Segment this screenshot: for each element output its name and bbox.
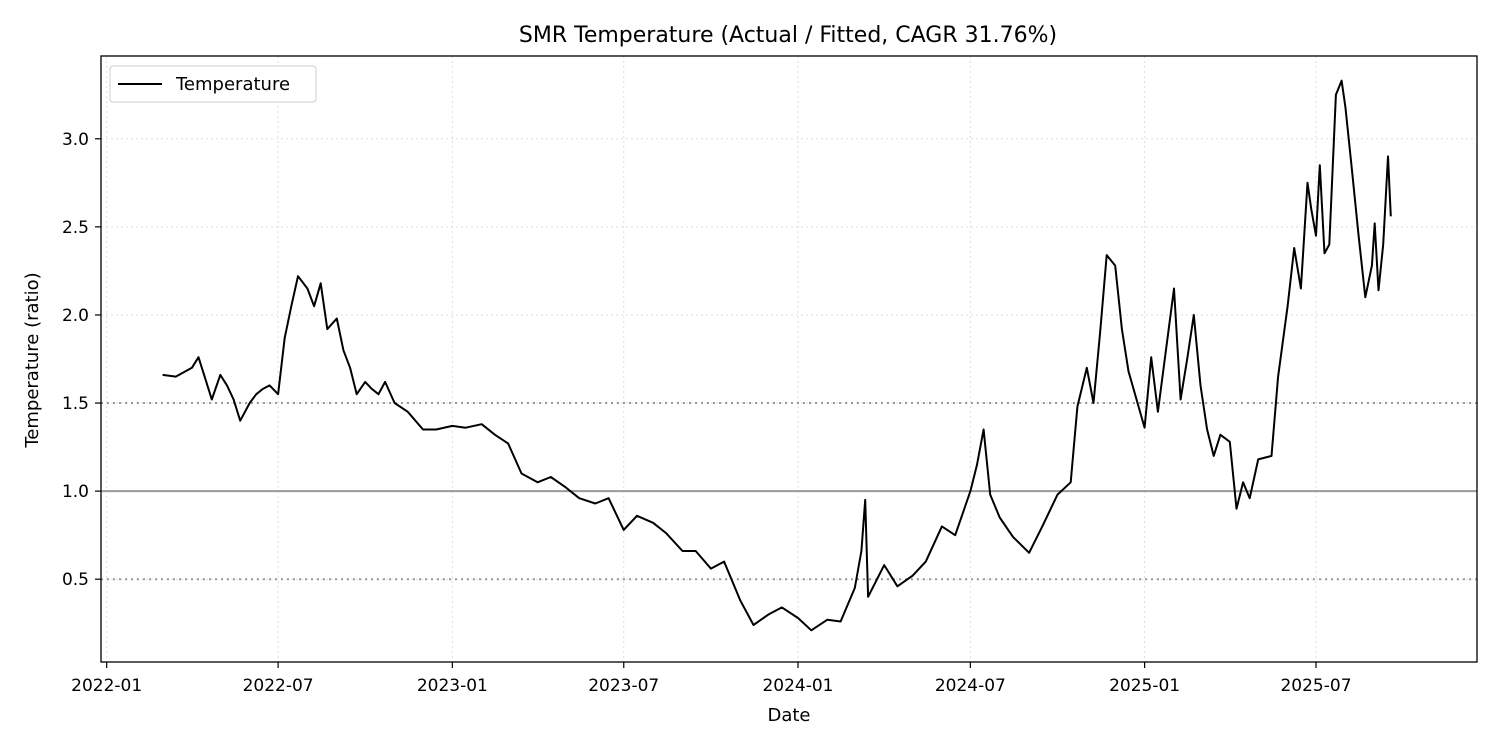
x-tick-label: 2024-01: [762, 676, 833, 696]
reference-lines: [101, 402, 1477, 581]
series-line-temperature: [162, 79, 1392, 632]
y-tick-label: 0.5: [62, 570, 89, 590]
legend: Temperature: [109, 65, 317, 103]
grid-layer: [101, 56, 1477, 662]
y-tick-label: 1.0: [62, 482, 89, 502]
legend-box: [109, 65, 317, 103]
plot-frame: [100, 55, 1478, 663]
x-axis-label: Date: [767, 705, 810, 726]
y-tick-label: 2.0: [62, 306, 89, 326]
x-tick-label: 2025-01: [1109, 676, 1180, 696]
y-axis: 0.5 1.0 1.5 2.0 2.5 3.0: [62, 130, 101, 590]
y-tick-label: 2.5: [62, 218, 89, 238]
x-tick-label: 2022-01: [71, 676, 142, 696]
series-layer: [162, 79, 1392, 632]
x-tick-label: 2023-01: [417, 676, 488, 696]
legend-label-temperature: Temperature: [175, 74, 290, 95]
x-tick-label: 2022-07: [243, 676, 314, 696]
y-axis-label: Temperature (ratio): [22, 272, 43, 448]
x-axis: 2022-01 2022-07 2023-01 2023-07 2024-01 2024-…: [71, 662, 1352, 696]
chart-title: SMR Temperature (Actual / Fitted, CAGR 3…: [519, 23, 1057, 48]
y-tick-label: 3.0: [62, 130, 89, 150]
x-tick-label: 2025-07: [1280, 676, 1351, 696]
x-tick-label: 2023-07: [588, 676, 659, 696]
y-tick-label: 1.5: [62, 394, 89, 414]
x-tick-label: 2024-07: [935, 676, 1006, 696]
